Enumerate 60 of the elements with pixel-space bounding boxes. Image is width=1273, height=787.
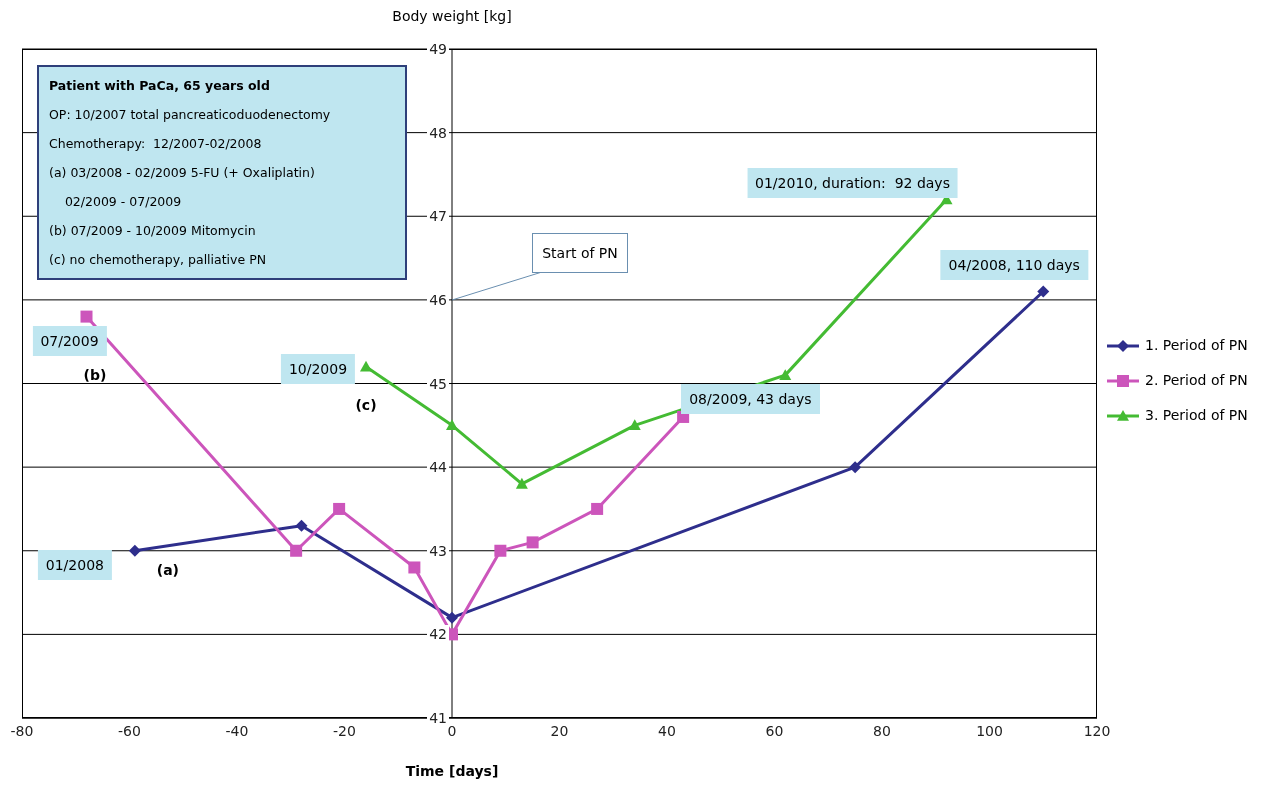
annotation: (c)	[355, 397, 377, 413]
annotation: 07/2009	[32, 325, 107, 356]
point	[333, 502, 346, 515]
annotation: 01/2010, duration: 92 days	[747, 167, 958, 198]
legend-label: 2. Period of PN	[1145, 371, 1248, 390]
speech-bubble: Start of PN	[452, 233, 628, 300]
annotation: 02/2009 - 07/2009	[63, 193, 183, 211]
point	[515, 477, 528, 489]
y-tick-label: 42	[427, 625, 449, 644]
point	[446, 611, 458, 624]
point	[408, 561, 421, 574]
y-axis-title: Body weight [kg]	[391, 8, 513, 24]
legend-label: 1. Period of PN	[1145, 336, 1248, 355]
point	[1037, 285, 1050, 298]
x-tick-label: 120	[1083, 722, 1111, 739]
point	[446, 419, 458, 431]
point	[494, 544, 507, 557]
legend-label: 3. Period of PN	[1145, 406, 1248, 425]
x-tick-label: -60	[118, 722, 141, 739]
x-tick-label: 40	[658, 722, 676, 739]
annotation: (c) no chemotherapy, palliative PN	[49, 251, 268, 269]
annotation: 08/2009, 43 days	[681, 383, 820, 414]
annotation: (b)	[83, 367, 107, 383]
y-tick-label: 46	[427, 290, 449, 309]
annotation: Chemotherapy: 12/2007-02/2008	[49, 135, 263, 153]
y-tick-label: 45	[427, 374, 449, 393]
y-tick-label: 48	[427, 123, 449, 142]
point	[628, 419, 641, 431]
x-tick-label: 0	[447, 722, 457, 739]
x-axis-title: Time [days]	[404, 763, 500, 779]
point	[526, 536, 539, 549]
point	[290, 544, 303, 557]
annotation: (a)	[156, 561, 179, 578]
y-tick-label: 43	[427, 541, 449, 560]
point	[80, 310, 93, 323]
x-tick-label: 20	[550, 722, 569, 739]
y-tick-label: 44	[427, 458, 449, 477]
x-tick-label: 100	[976, 722, 1003, 739]
x-tick-label: -40	[225, 722, 249, 739]
annotation: (a) 03/2008 - 02/2009 5-FU (+ Oxaliplatin)	[49, 164, 316, 182]
point	[295, 519, 308, 532]
point	[360, 360, 372, 372]
point	[591, 502, 604, 515]
x-tick-label: -20	[333, 722, 356, 739]
annotation: OP: 10/2007 total pancreaticoduodenectomy	[49, 106, 332, 124]
x-tick-label: 80	[873, 722, 891, 739]
annotation: 04/2008, 110 days	[940, 249, 1088, 280]
x-tick-label: -80	[10, 722, 34, 739]
point	[128, 544, 141, 557]
y-tick-label: 41	[427, 709, 449, 727]
x-tick-label: 60	[765, 722, 784, 739]
annotation: (b) 07/2009 - 10/2009 Mitomycin	[49, 222, 257, 240]
point	[779, 369, 792, 380]
annotation: Start of PN	[532, 233, 628, 273]
annotation: 10/2009	[280, 353, 356, 384]
y-tick-label: 49	[427, 40, 449, 58]
y-tick-label: 47	[427, 207, 449, 226]
annotation: Patient with PaCa, 65 years old	[49, 77, 271, 95]
annotation: 01/2008	[37, 549, 112, 580]
point	[849, 461, 862, 474]
